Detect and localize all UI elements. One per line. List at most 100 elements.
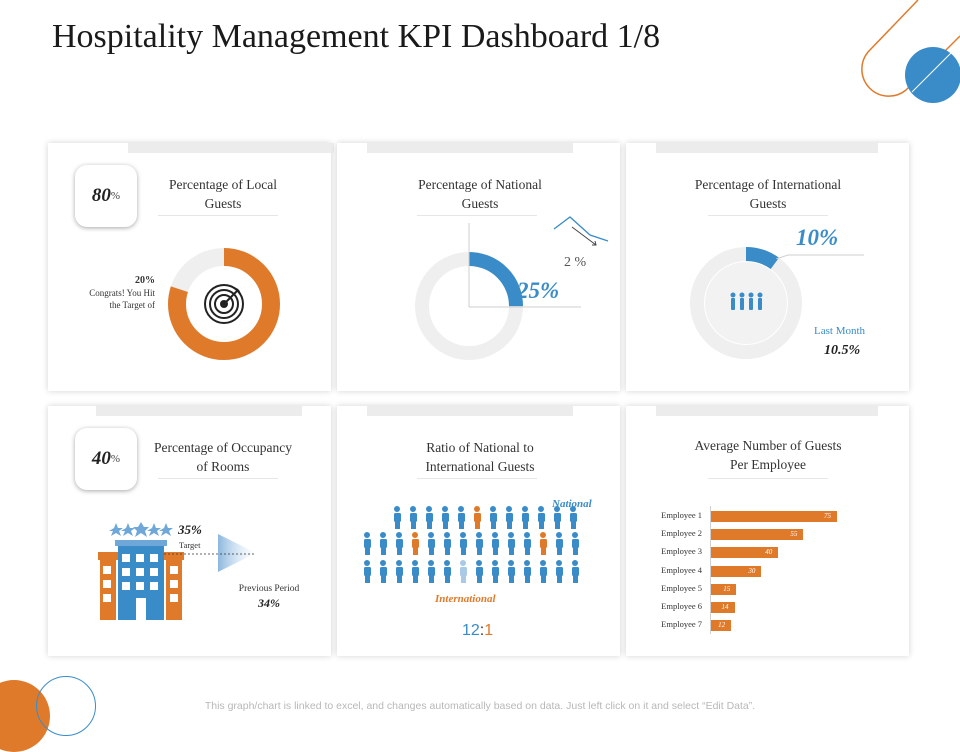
- title-underline: [158, 215, 278, 216]
- bar: 14: [711, 602, 735, 613]
- bar-value-label: 15: [723, 584, 731, 593]
- person-icon: [540, 560, 547, 583]
- local-guests-donut: [168, 248, 280, 360]
- card-title-line2: of Rooms: [196, 459, 250, 474]
- card-title-line2: Guests: [749, 196, 787, 211]
- card-title-line2: Guests: [461, 196, 499, 211]
- card-title: Average Number of Guests Per Employee: [672, 436, 864, 474]
- bar-category-label: Employee 4: [661, 564, 702, 575]
- target-note-percent: 20%: [135, 275, 155, 286]
- card-international-guests: Percentage of International Guests 10% L…: [626, 143, 909, 391]
- person-icon: [426, 506, 433, 529]
- last-month-value: 10.5%: [824, 343, 861, 358]
- person-icon: [364, 560, 371, 583]
- person-icon: [490, 506, 497, 529]
- national-value: 25%: [517, 278, 560, 303]
- card-title: Percentage of International Guests: [672, 175, 864, 213]
- card-title-line1: Percentage of Local: [169, 177, 277, 192]
- target-label: Target: [179, 540, 201, 550]
- percent-badge-sign: %: [110, 190, 121, 202]
- national-change: 2 %: [564, 255, 587, 270]
- employee-bar-chart: Employee 1 75 Employee 2 55 Employee 3 40 Empl…: [626, 406, 909, 656]
- person-icon: [522, 506, 529, 529]
- bar-value-label: 30: [748, 566, 756, 575]
- bar-category-label: Employee 3: [661, 546, 702, 557]
- bar-category-label: Employee 2: [661, 528, 702, 539]
- person-icon: [364, 532, 371, 555]
- person-icon: [554, 506, 561, 529]
- person-icon: [476, 560, 483, 583]
- card-guests-per-employee: Average Number of Guests Per Employee Em…: [626, 406, 909, 656]
- person-icon: [556, 560, 563, 583]
- previous-period-value: 34%: [258, 596, 280, 610]
- person-icon: [444, 532, 451, 555]
- international-callout-line: [776, 254, 864, 259]
- person-icon: [410, 506, 417, 529]
- card-national-guests: Percentage of National Guests 25% 2 %: [337, 143, 620, 391]
- bar-category-label: Employee 6: [661, 601, 702, 611]
- ratio-value: 12:1: [462, 622, 493, 640]
- card-occupancy: 40% Percentage of Occupancy of Rooms 35%…: [48, 406, 331, 656]
- national-axis-lines: [468, 223, 581, 308]
- target-note-line2: the Target of: [109, 300, 155, 310]
- person-icon: [458, 506, 465, 529]
- footer-note: This graph/chart is linked to excel, and…: [204, 700, 756, 712]
- person-icon: [492, 560, 499, 583]
- hotel-building-icon: [98, 522, 184, 620]
- person-icon: [394, 506, 401, 529]
- card-title-line1: Percentage of National: [418, 177, 542, 192]
- page-title: Hospitality Management KPI Dashboard 1/8: [52, 18, 661, 55]
- card-title-line1: Average Number of Guests: [694, 438, 842, 453]
- person-icon: [412, 560, 419, 583]
- card-title-line1: Percentage of International: [694, 177, 842, 192]
- percent-badge-value: 80: [91, 185, 111, 206]
- international-guests-donut: [690, 247, 802, 359]
- percent-badge-value: 40: [91, 448, 111, 469]
- person-icon: [492, 532, 499, 555]
- person-icon: [380, 532, 387, 555]
- title-underline: [708, 215, 828, 216]
- people-ratio-grid: [364, 506, 579, 583]
- person-icon: [396, 532, 403, 555]
- person-icon: [508, 532, 515, 555]
- target-note-line1: Congrats! You Hit: [89, 288, 155, 298]
- person-icon: [442, 506, 449, 529]
- ratio-right: 1: [484, 622, 494, 639]
- previous-period: Previous Period 34%: [224, 584, 314, 611]
- title-underline: [708, 478, 828, 479]
- ratio-separator: :: [479, 622, 485, 639]
- person-icon: [556, 532, 563, 555]
- bar: 12: [711, 620, 732, 632]
- bar: 55: [711, 529, 804, 541]
- chart-axis: [710, 506, 711, 634]
- donut-value-arc: [168, 248, 280, 360]
- last-month-label: Last Month: [814, 325, 866, 337]
- bar-value-label: 55: [790, 530, 798, 539]
- title-underline: [417, 478, 537, 479]
- bar-category-label: Employee 1: [661, 510, 702, 520]
- bar-category-label: Employee 7: [661, 619, 702, 630]
- bar-value-label: 75: [824, 512, 831, 520]
- card-tab: [367, 406, 573, 416]
- title-underline: [417, 215, 537, 216]
- person-icon: [508, 560, 515, 583]
- title-underline: [158, 478, 278, 479]
- donut-value-arc: [690, 247, 802, 359]
- person-icon: [380, 560, 387, 583]
- card-title-line2: Guests: [204, 196, 242, 211]
- bar: 15: [711, 583, 737, 595]
- bar: 40: [711, 547, 779, 559]
- person-icon: [474, 506, 481, 529]
- target-arrow-icon: [164, 534, 256, 572]
- percent-badge-sign: %: [110, 453, 121, 465]
- person-icon: [476, 532, 483, 555]
- card-title-line1: Ratio of National to: [426, 440, 534, 455]
- person-icon: [572, 560, 579, 583]
- person-icon: [428, 532, 435, 555]
- decor-circle-blue: [905, 47, 960, 103]
- international-label: International: [435, 593, 496, 605]
- person-icon: [506, 506, 513, 529]
- percent-badge: 40%: [75, 428, 137, 490]
- person-icon: [572, 532, 579, 555]
- person-icon: [538, 506, 545, 529]
